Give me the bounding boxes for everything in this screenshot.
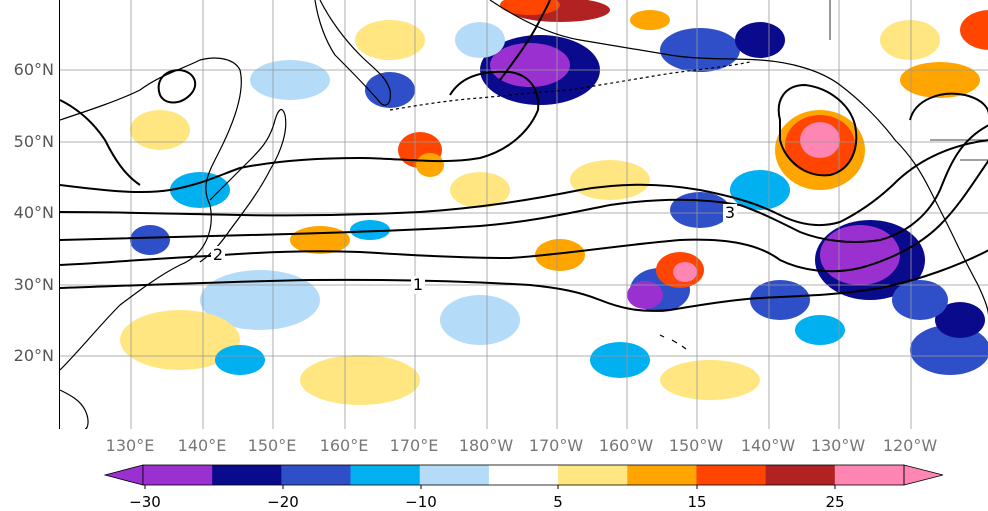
contour-line [60, 70, 540, 194]
colorbar-cell [765, 465, 836, 485]
asia-coast [60, 57, 242, 371]
anomaly-patch [416, 153, 444, 177]
anomaly-patch [795, 315, 845, 345]
anomaly-patch [820, 225, 900, 285]
contour-line [909, 92, 988, 121]
contour-line [499, 0, 551, 81]
lon-label: 150°E [247, 436, 297, 455]
hawaii [659, 334, 687, 350]
anomaly-patch [490, 43, 570, 87]
coastlines [60, 0, 988, 429]
colorbar-cell [143, 465, 213, 485]
anomaly-patch [900, 62, 980, 98]
contour-label: 1 [413, 275, 423, 294]
colorbar-cell [834, 465, 905, 485]
geopotential-contours [60, 0, 988, 312]
anomaly-patch [215, 345, 265, 375]
anomaly-patch [735, 22, 785, 58]
kamchatka-coast [314, 0, 391, 106]
anomaly-patch [450, 172, 510, 208]
anomaly-map: 1 2 3 [60, 0, 988, 429]
contour-line [60, 249, 988, 312]
anomaly-patch [910, 325, 988, 375]
lat-label: 60°N [13, 60, 54, 79]
anomaly-patch [355, 20, 425, 60]
colorbar-tick-label: 5 [553, 493, 563, 511]
colorbar-cell [281, 465, 352, 485]
philippines-coast [60, 389, 89, 429]
anomaly-patch [670, 192, 730, 228]
colorbar-cell [558, 465, 628, 485]
alaska-coast [489, 0, 931, 191]
contour-line [60, 124, 988, 243]
anomaly-patch [630, 10, 670, 30]
anomaly-patch [130, 225, 170, 255]
anomaly-patch [660, 360, 760, 400]
anomaly-patch [120, 310, 240, 370]
lon-label: 170°E [389, 436, 439, 455]
colorbar-cell [212, 465, 282, 485]
anomaly-patch [535, 239, 585, 271]
lon-label: 160°E [319, 436, 369, 455]
contour-line [157, 68, 197, 104]
lon-label: 170°W [528, 436, 584, 455]
anomaly-patch [750, 280, 810, 320]
anomaly-patch [892, 280, 948, 320]
anomaly-patch [290, 226, 350, 254]
anomaly-patch [673, 262, 697, 282]
anomaly-patch [570, 160, 650, 200]
lat-label: 30°N [13, 275, 54, 294]
colorbar-tick-label: 15 [687, 493, 707, 511]
lon-label: 150°W [668, 436, 724, 455]
anomaly-patch [590, 342, 650, 378]
graticule [60, 0, 988, 429]
anomaly-patch [350, 220, 390, 240]
contour-line [777, 83, 858, 177]
contour-line [60, 159, 988, 273]
anomaly-patch [960, 10, 988, 50]
anomaly-patch [250, 60, 330, 100]
contour-line [60, 99, 141, 186]
lon-label: 130°E [105, 436, 155, 455]
colorbar-cell [350, 465, 421, 485]
colorbar-tick-label: 25 [825, 493, 845, 511]
anomaly-patch [170, 172, 230, 208]
anomaly-patch [440, 295, 520, 345]
lon-label: 180°W [458, 436, 514, 455]
contour-label: 3 [725, 203, 735, 222]
border [829, 0, 988, 161]
colorbar-tick-label: −30 [129, 493, 161, 511]
contour-label: 2 [213, 245, 223, 264]
na-west-coast [929, 189, 988, 315]
map-frame: 1 2 3 [59, 0, 988, 429]
anomaly-patch [455, 22, 505, 58]
lon-label: 120°W [882, 436, 938, 455]
lon-label: 140°W [740, 436, 796, 455]
japan-coast [199, 108, 287, 263]
anomaly-patch [130, 110, 190, 150]
colorbar-cell [627, 465, 697, 485]
lat-label: 20°N [13, 346, 54, 365]
anomaly-patch [300, 355, 420, 405]
lat-label: 50°N [13, 132, 54, 151]
anomaly-patch [935, 302, 985, 338]
lon-label: 130°W [810, 436, 866, 455]
colorbar-cell [488, 465, 559, 485]
anomaly-patch [627, 281, 663, 309]
lon-label: 140°E [177, 436, 227, 455]
contour-labels: 1 2 3 [211, 203, 737, 294]
anomaly-patch [660, 28, 740, 72]
lat-label: 40°N [13, 203, 54, 222]
contour-line [60, 139, 988, 227]
colorbar-tick-label: −10 [405, 493, 437, 511]
aleutians [389, 61, 751, 111]
colorbar-cell [696, 465, 767, 485]
anomaly-patch [880, 20, 940, 60]
lon-label: 160°W [598, 436, 654, 455]
colorbar-extend-max [903, 464, 944, 486]
colorbar-extend-min [103, 464, 144, 486]
colorbar-cell [419, 465, 490, 485]
anomaly-patch [800, 122, 840, 158]
colorbar-tick-label: −20 [267, 493, 299, 511]
